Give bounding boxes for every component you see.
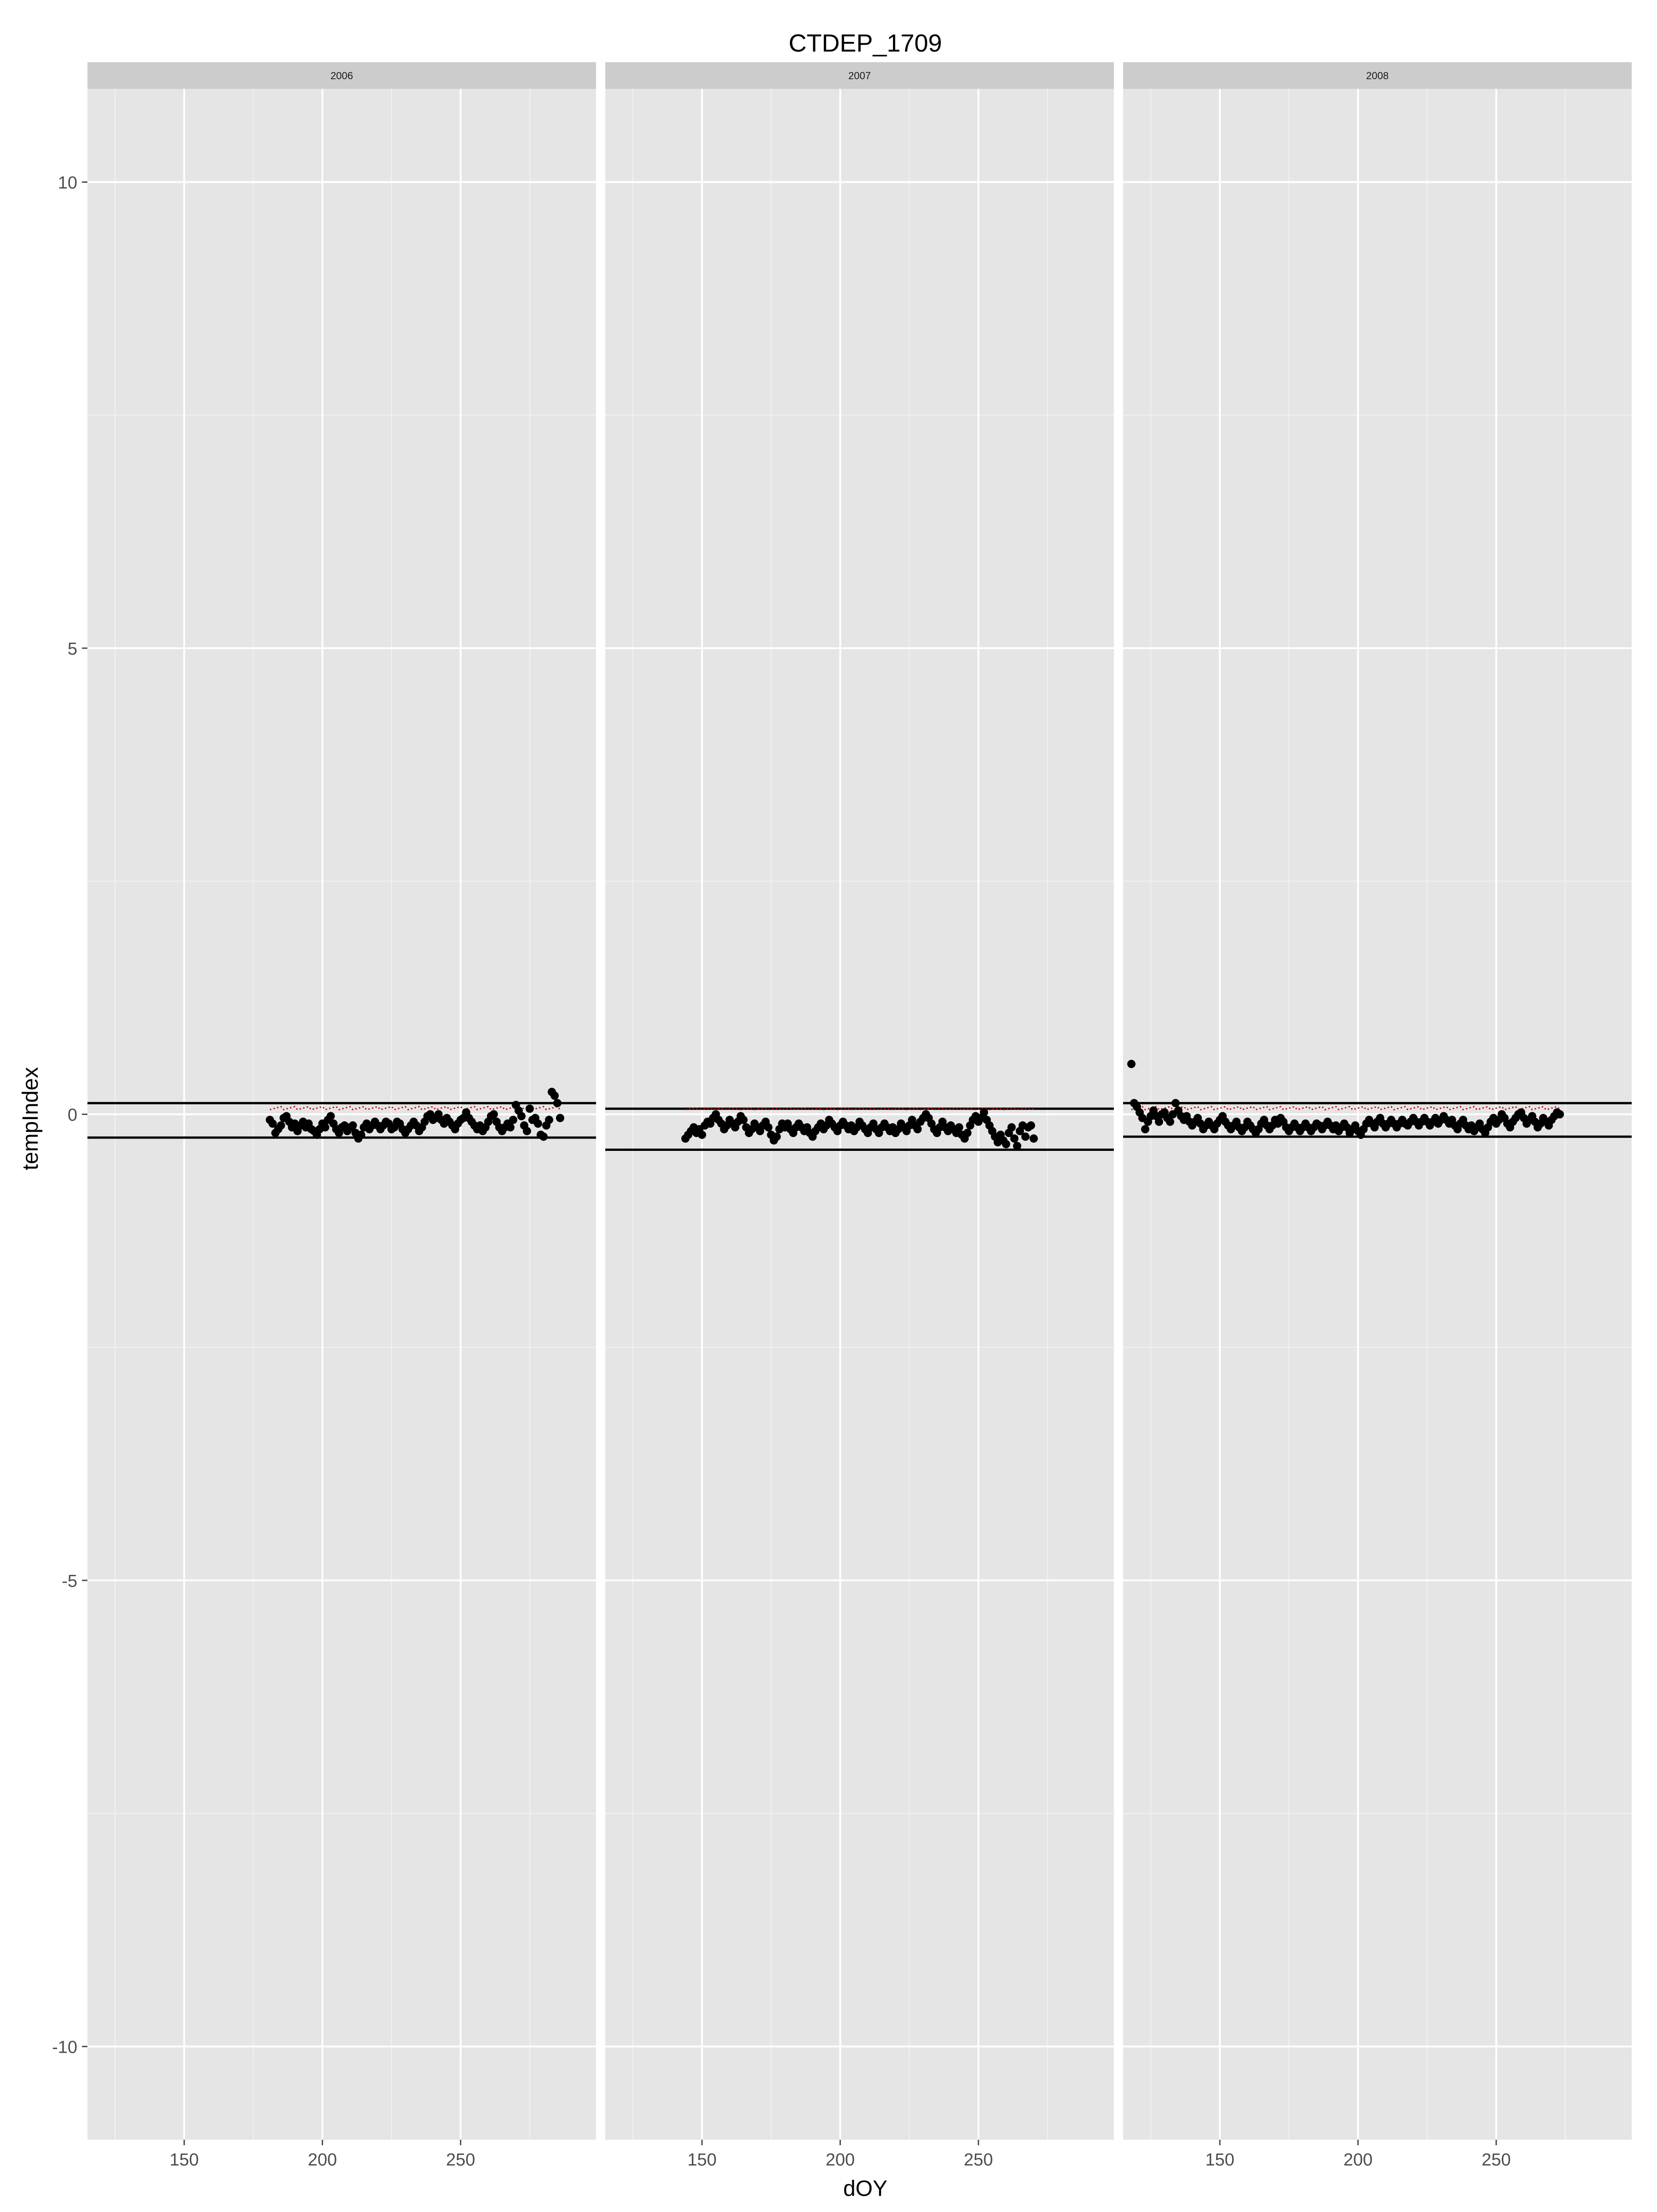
data-point bbox=[517, 1112, 526, 1121]
data-point bbox=[764, 1123, 773, 1132]
data-point bbox=[348, 1121, 357, 1130]
facet-panels: 2006 150 200 250 2007 150 200 250 2008 150 200 250 bbox=[87, 62, 1632, 2170]
data-point bbox=[553, 1099, 562, 1108]
chart-title: CTDEP_1709 bbox=[788, 29, 942, 57]
data-point bbox=[1166, 1117, 1175, 1126]
x-tick-label: 200 bbox=[308, 2150, 337, 2170]
data-point bbox=[522, 1126, 531, 1135]
y-axis: -10 -5 0 5 10 bbox=[52, 174, 87, 2057]
data-point bbox=[1007, 1123, 1016, 1132]
trend-line bbox=[270, 1106, 561, 1111]
data-point bbox=[556, 1114, 564, 1122]
y-tick-label: 0 bbox=[68, 1106, 77, 1125]
data-point bbox=[525, 1104, 534, 1113]
data-point bbox=[1171, 1099, 1180, 1108]
facet-strip bbox=[605, 62, 1114, 89]
y-tick-label: -5 bbox=[62, 1572, 77, 1591]
data-point bbox=[506, 1123, 515, 1132]
facet-strip-label: 2006 bbox=[330, 70, 353, 81]
y-tick-label: 10 bbox=[58, 174, 77, 193]
data-point bbox=[1141, 1125, 1150, 1133]
data-point bbox=[268, 1119, 277, 1128]
y-axis-label: tempIndex bbox=[18, 1067, 43, 1170]
data-point bbox=[963, 1129, 972, 1137]
data-point bbox=[1155, 1117, 1164, 1126]
data-point bbox=[739, 1115, 748, 1124]
data-point bbox=[321, 1123, 330, 1132]
data-point bbox=[1010, 1134, 1019, 1143]
data-point bbox=[772, 1132, 781, 1141]
facet-strip bbox=[87, 62, 596, 89]
trend-line bbox=[1131, 1106, 1561, 1111]
data-point bbox=[1013, 1142, 1021, 1150]
data-point bbox=[539, 1132, 548, 1141]
x-tick-label: 200 bbox=[1344, 2150, 1373, 2170]
facet-strip-label: 2008 bbox=[1366, 70, 1389, 81]
data-point bbox=[955, 1123, 963, 1132]
x-tick-label: 150 bbox=[169, 2150, 198, 2170]
data-point bbox=[1127, 1060, 1136, 1068]
data-point bbox=[550, 1091, 559, 1100]
data-point bbox=[509, 1115, 517, 1124]
data-point bbox=[545, 1115, 553, 1124]
data-point bbox=[277, 1121, 285, 1130]
x-tick-label: 150 bbox=[687, 2150, 716, 2170]
data-point bbox=[1026, 1121, 1035, 1130]
facet-strip bbox=[1123, 62, 1632, 89]
x-tick-label: 250 bbox=[446, 2150, 475, 2170]
data-point bbox=[489, 1110, 498, 1119]
y-tick-label: 5 bbox=[68, 639, 77, 659]
x-tick-label: 250 bbox=[1482, 2150, 1511, 2170]
facet-strip-label: 2007 bbox=[848, 70, 871, 81]
data-point bbox=[698, 1131, 707, 1139]
data-point bbox=[1029, 1134, 1038, 1143]
facet-panel-2008: 2008 150 200 250 bbox=[1123, 62, 1632, 2170]
x-axis-label: dOY bbox=[843, 2177, 887, 2201]
data-point bbox=[533, 1119, 542, 1128]
data-point bbox=[1002, 1140, 1010, 1149]
data-point bbox=[913, 1125, 922, 1133]
y-tick-label: -10 bbox=[52, 2038, 77, 2057]
data-point bbox=[326, 1112, 335, 1121]
x-tick-label: 200 bbox=[826, 2150, 855, 2170]
data-point bbox=[1021, 1132, 1030, 1141]
facet-panel-2006: 2006 150 200 250 bbox=[87, 62, 596, 2170]
data-point bbox=[357, 1131, 365, 1139]
data-point bbox=[979, 1108, 988, 1117]
x-tick-label: 250 bbox=[964, 2150, 993, 2170]
x-tick-label: 150 bbox=[1205, 2150, 1234, 2170]
data-point bbox=[1555, 1110, 1564, 1119]
facet-panel-2007: 2007 150 200 250 bbox=[605, 62, 1114, 2170]
